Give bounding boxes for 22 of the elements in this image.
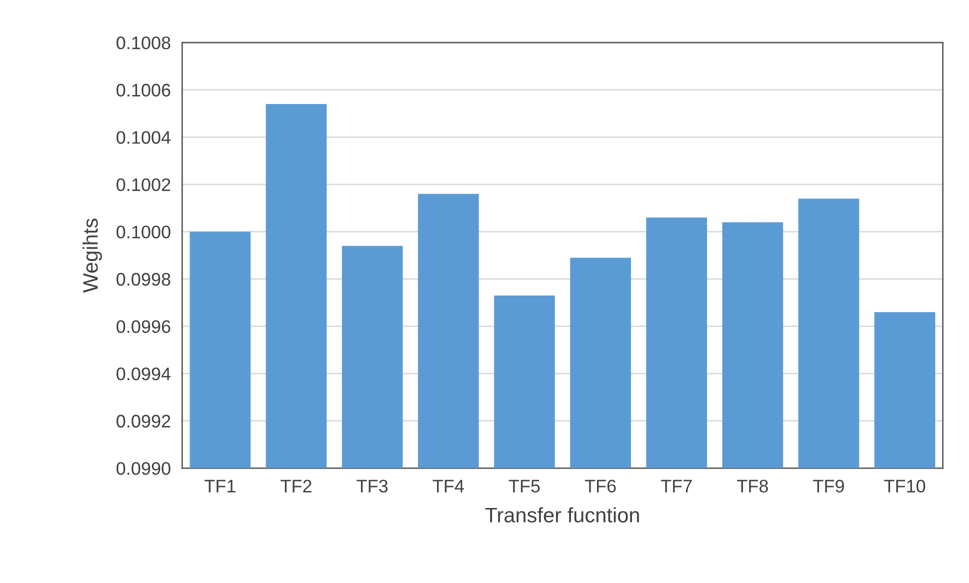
x-tick-label: TF8 xyxy=(737,480,768,493)
y-tick-label: 0.1006 xyxy=(116,84,170,97)
x-tick-label: TF5 xyxy=(508,480,540,493)
y-tick-label: 0.0992 xyxy=(116,414,170,428)
y-axis-title: Wegihts xyxy=(82,218,102,293)
x-axis-title: Transfer fucntion xyxy=(485,507,639,523)
x-tick-label: TF6 xyxy=(584,480,616,493)
x-tick-label: TF2 xyxy=(280,480,312,492)
x-tick-label: TF4 xyxy=(432,480,464,492)
x-tick-label: TF10 xyxy=(884,480,926,493)
y-tick-label: 0.1000 xyxy=(116,226,170,238)
y-tick-label: 0.0990 xyxy=(116,462,170,475)
x-tick-label: TF3 xyxy=(356,480,388,493)
x-tick-label: TF9 xyxy=(813,480,844,493)
y-tick-label: 0.0998 xyxy=(116,272,170,286)
x-tick-label: TF7 xyxy=(660,480,692,492)
y-tick-label: 0.1002 xyxy=(116,178,170,192)
x-tick-label: TF1 xyxy=(204,480,236,492)
y-tick-label: 0.0996 xyxy=(116,320,170,334)
y-tick-label: 0.0994 xyxy=(116,368,171,380)
y-tick-label: 0.1004 xyxy=(116,131,171,144)
y-tick-label: 0.1008 xyxy=(116,36,170,50)
